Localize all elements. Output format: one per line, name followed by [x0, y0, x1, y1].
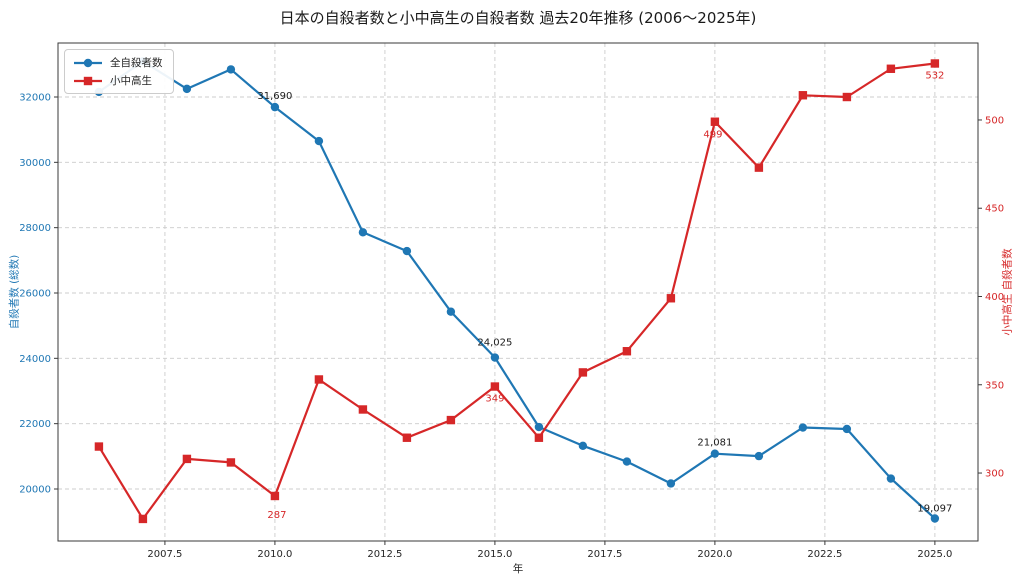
point-student-suicides — [842, 92, 852, 102]
point-total-suicides — [886, 474, 896, 483]
chart-title: 日本の自殺者数と小中高生の自殺者数 過去20年推移 (2006〜2025年) — [279, 9, 757, 27]
point-student-suicides — [138, 514, 148, 524]
y-left-tick-label: 24000 — [19, 354, 51, 365]
point-student-suicides — [94, 442, 104, 451]
point-total-suicides — [402, 246, 412, 256]
point-student-suicides — [754, 163, 764, 172]
legend-marker — [83, 58, 93, 67]
point-student-suicides — [182, 454, 192, 464]
point-student-suicides — [534, 433, 544, 442]
point-total-suicides — [358, 228, 368, 237]
y-axis-label-right: 小中高生 自殺者数 — [1001, 248, 1014, 336]
point-total-suicides — [490, 353, 500, 362]
y-right-tick-label: 400 — [985, 292, 1004, 303]
line-student-suicides — [97, 62, 936, 521]
point-student-suicides — [798, 91, 808, 100]
point-student-suicides — [622, 347, 632, 356]
point-total-suicides — [446, 307, 456, 316]
point-student-suicides — [578, 368, 588, 377]
annotation-label: 532 — [925, 70, 944, 81]
point-student-suicides — [886, 64, 896, 73]
y-right-tick-label: 300 — [985, 469, 1004, 480]
point-total-suicides — [842, 424, 852, 434]
point-total-suicides — [226, 65, 236, 74]
point-total-suicides — [666, 479, 676, 488]
y-axis-label-left: 自殺者数 (総数) — [8, 254, 21, 330]
y-left-tick-label: 32000 — [19, 92, 51, 103]
annotation-label: 19,097 — [917, 503, 952, 514]
legend-label: 全自殺者数 — [110, 57, 163, 69]
point-student-suicides — [226, 458, 236, 467]
x-tick-label: 2022.5 — [807, 549, 842, 560]
square-marker-icon — [74, 76, 102, 85]
legend-marker — [83, 76, 93, 85]
y-right-tick-label: 350 — [985, 380, 1004, 391]
x-axis-label: 年 — [512, 563, 524, 575]
point-student-suicides — [930, 59, 940, 68]
point-student-suicides — [710, 117, 720, 126]
point-total-suicides — [622, 457, 632, 466]
y-right-tick-label: 450 — [985, 204, 1004, 215]
point-total-suicides — [798, 423, 808, 432]
point-total-suicides — [314, 136, 324, 146]
y-left-tick-label: 20000 — [19, 484, 51, 495]
point-total-suicides — [754, 451, 764, 461]
y-left-tick-label: 28000 — [19, 223, 51, 234]
annotation-label: 287 — [267, 510, 286, 521]
plot-border — [57, 42, 979, 542]
x-tick-label: 2015.0 — [477, 549, 512, 560]
point-student-suicides — [446, 415, 456, 425]
x-tick-label: 2010.0 — [257, 549, 292, 560]
point-student-suicides — [666, 294, 676, 303]
x-tick-label: 2007.5 — [147, 549, 182, 560]
line-total-suicides — [98, 60, 936, 520]
point-student-suicides — [490, 382, 500, 391]
annotation-label: 499 — [703, 130, 722, 141]
point-total-suicides — [270, 102, 280, 112]
x-tick-label: 2020.0 — [697, 549, 732, 560]
annotation-label: 349 — [485, 394, 504, 405]
y-right-tick-label: 500 — [985, 115, 1004, 126]
point-student-suicides — [270, 491, 280, 501]
point-student-suicides — [314, 375, 324, 384]
legend: 全自殺者数 小中高生 — [64, 49, 174, 94]
x-tick-label: 2017.5 — [587, 549, 622, 560]
point-total-suicides — [182, 84, 192, 94]
point-total-suicides — [534, 422, 544, 432]
annotation-label: 24,025 — [477, 338, 512, 349]
y-left-tick-label: 22000 — [19, 419, 51, 430]
legend-label: 小中高生 — [110, 75, 152, 87]
point-total-suicides — [578, 441, 588, 451]
y-left-tick-label: 30000 — [19, 158, 51, 169]
point-total-suicides — [710, 449, 720, 458]
annotation-label: 31,690 — [257, 91, 292, 102]
legend-entry-total-suicides: 全自殺者数 — [73, 55, 163, 70]
x-tick-label: 2012.5 — [367, 549, 402, 560]
point-student-suicides — [358, 405, 368, 414]
legend-entry-students: 小中高生 — [73, 73, 163, 88]
circle-marker-icon — [74, 58, 102, 67]
point-student-suicides — [402, 433, 412, 442]
point-total-suicides — [930, 514, 940, 523]
x-tick-label: 2025.0 — [917, 549, 952, 560]
y-left-tick-label: 26000 — [19, 288, 51, 299]
annotation-label: 21,081 — [697, 438, 732, 449]
